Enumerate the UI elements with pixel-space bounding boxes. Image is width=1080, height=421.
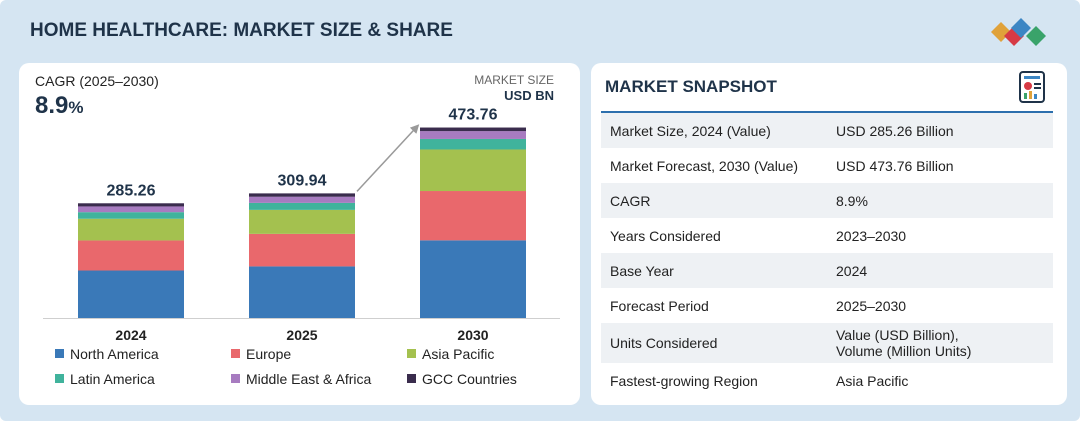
logo-diamond-4 — [1026, 26, 1046, 46]
bar-segment — [78, 240, 184, 271]
chart-legend: North America Europe Asia Pacific Latin Ame… — [55, 345, 555, 387]
brand-logo — [991, 18, 1046, 46]
bar-segment — [78, 218, 184, 241]
bar-segment — [249, 266, 355, 318]
x-tick-label: 2030 — [457, 327, 488, 343]
cagr-label: CAGR (2025–2030) — [35, 73, 159, 89]
growth-arrow — [356, 124, 420, 192]
snapshot-row: Market Forecast, 2030 (Value) USD 473.76 … — [601, 148, 1053, 183]
snapshot-row: Years Considered 2023–2030 — [601, 218, 1053, 253]
snapshot-key: Fastest-growing Region — [610, 372, 758, 389]
legend-item: Asia Pacific — [407, 345, 557, 362]
market-size-chart-card: CAGR (2025–2030) 8.9% MARKET SIZE USD BN… — [19, 63, 580, 405]
legend-item: GCC Countries — [407, 370, 557, 387]
snapshot-key: Market Size, 2024 (Value) — [610, 122, 771, 139]
bar-segment — [420, 149, 526, 192]
legend-swatch — [407, 374, 416, 383]
legend-label: Latin America — [70, 370, 155, 387]
legend-swatch — [55, 374, 64, 383]
bar-segment — [420, 127, 526, 132]
legend-swatch — [55, 349, 64, 358]
x-tick-label: 2025 — [286, 327, 317, 343]
bar-total-label: 473.76 — [449, 107, 498, 124]
snapshot-value: USD 473.76 Billion — [836, 157, 954, 174]
snapshot-key: CAGR — [610, 192, 651, 209]
bar-segment — [420, 131, 526, 139]
bar-segment — [78, 270, 184, 318]
snapshot-key: Base Year — [610, 262, 674, 279]
bar-total-label: 309.94 — [278, 172, 327, 189]
bar-segment — [78, 212, 184, 219]
legend-item: Latin America — [55, 370, 231, 387]
snapshot-value: Value (USD Billion), Volume (Million Uni… — [836, 327, 972, 359]
snapshot-value: 2023–2030 — [836, 227, 907, 244]
snapshot-key: Units Considered — [610, 335, 718, 351]
snapshot-value: 2024 — [836, 262, 868, 279]
snapshot-row: CAGR 8.9% — [601, 183, 1053, 218]
bar-segment — [249, 202, 355, 210]
snapshot-row: Units Considered Value (USD Billion), Vol… — [601, 323, 1053, 363]
stacked-bar-chart: 285.26 2024 309.94 2025 473.76 2030 — [43, 107, 560, 343]
market-size-unit: USD BN — [504, 88, 554, 103]
snapshot-value: USD 285.26 Billion — [836, 122, 954, 139]
snapshot-title: MARKET SNAPSHOT — [605, 77, 777, 96]
x-tick-label: 2024 — [115, 327, 146, 343]
snapshot-value: Asia Pacific — [836, 372, 909, 389]
legend-swatch — [231, 374, 240, 383]
legend-swatch — [231, 349, 240, 358]
bar-segment — [78, 203, 184, 207]
bar-segment — [249, 233, 355, 267]
bar-segment — [249, 196, 355, 203]
snapshot-key: Market Forecast, 2030 (Value) — [610, 157, 799, 174]
legend-label: Middle East & Africa — [246, 370, 372, 387]
market-size-label: MARKET SIZE — [474, 73, 554, 87]
snapshot-row: Fastest-growing Region Asia Pacific — [601, 363, 1053, 398]
snapshot-value: 8.9% — [836, 192, 868, 209]
snapshot-divider — [601, 111, 1053, 113]
legend-label: GCC Countries — [422, 370, 517, 387]
bar-segment — [249, 209, 355, 234]
snapshot-row: Market Size, 2024 (Value) USD 285.26 Bill… — [601, 113, 1053, 148]
bar-segment — [78, 206, 184, 213]
snapshot-value: 2025–2030 — [836, 297, 907, 314]
cagr-number: 8.9 — [35, 92, 69, 119]
bar-segment — [420, 191, 526, 241]
cagr-unit: % — [68, 98, 84, 117]
legend-item: North America — [55, 345, 231, 362]
legend-label: North America — [70, 345, 159, 362]
snapshot-row: Base Year 2024 — [601, 253, 1053, 288]
bar-segment — [249, 193, 355, 197]
cagr-value: 8.9% — [35, 92, 84, 120]
logo-diamond-3 — [1011, 18, 1031, 38]
snapshot-table: Market Size, 2024 (Value) USD 285.26 Bill… — [601, 113, 1053, 398]
legend-item: Europe — [231, 345, 407, 362]
bar-segment — [420, 240, 526, 318]
page-title: HOME HEALTHCARE: MARKET SIZE & SHARE — [30, 20, 453, 41]
legend-label: Europe — [246, 345, 292, 362]
legend-swatch — [407, 349, 416, 358]
bar-total-label: 285.26 — [107, 182, 156, 199]
bar-segment — [420, 138, 526, 150]
legend-label: Asia Pacific — [422, 345, 495, 362]
snapshot-key: Forecast Period — [610, 297, 709, 314]
snapshot-key: Years Considered — [610, 227, 721, 244]
market-snapshot-card: MARKET SNAPSHOT Market Size, 2024 (Value… — [591, 63, 1067, 405]
report-icon — [1019, 71, 1045, 103]
legend-item: Middle East & Africa — [231, 370, 407, 387]
snapshot-row: Forecast Period 2025–2030 — [601, 288, 1053, 323]
